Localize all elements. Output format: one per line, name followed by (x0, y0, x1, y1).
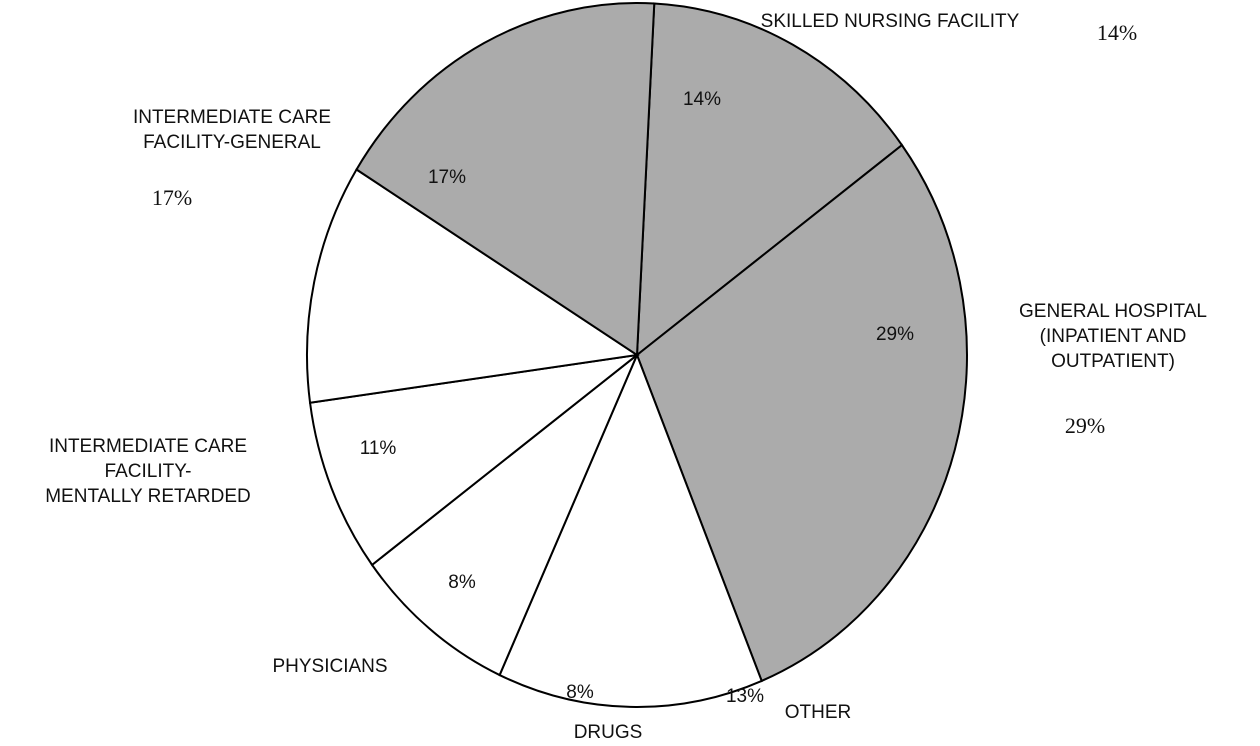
slice-value-label: 8% (566, 682, 594, 703)
slice-value-label: 17% (428, 167, 466, 188)
pie-slice (355, 2, 656, 357)
slice-value-label: 17% (152, 185, 192, 210)
slice-label: PHYSICIANS (272, 656, 387, 677)
pie-slice (635, 2, 904, 358)
pie-slice (498, 352, 763, 708)
slice-value-label: 8% (448, 572, 476, 593)
pie-slice (635, 143, 968, 683)
slice-value-label: 14% (683, 89, 721, 110)
slice-value-label: 29% (1065, 413, 1105, 438)
slice-label: GENERAL HOSPITAL (1019, 301, 1207, 322)
slice-label: SKILLED NURSING FACILITY (761, 11, 1020, 32)
slice-label: OTHER (785, 702, 852, 723)
slice-label: INTERMEDIATE CARE (49, 436, 247, 457)
slice-label: OUTPATIENT) (1051, 351, 1175, 372)
slice-label: FACILITY- (105, 461, 192, 482)
slice-value-label: 14% (1097, 20, 1137, 45)
slice-value-label: 11% (360, 438, 397, 459)
slice-label: (INPATIENT AND (1040, 326, 1187, 347)
slice-label: FACILITY-GENERAL (143, 132, 321, 153)
pie-slice (308, 353, 641, 567)
slice-label: INTERMEDIATE CARE (133, 107, 331, 128)
slice-value-label: 29% (876, 324, 914, 345)
slice-value-label: 13% (726, 686, 764, 707)
slice-label: MENTALLY RETARDED (45, 486, 251, 507)
pie-slice (306, 168, 640, 404)
pie-slice (370, 354, 638, 677)
slice-label: DRUGS (574, 722, 643, 743)
